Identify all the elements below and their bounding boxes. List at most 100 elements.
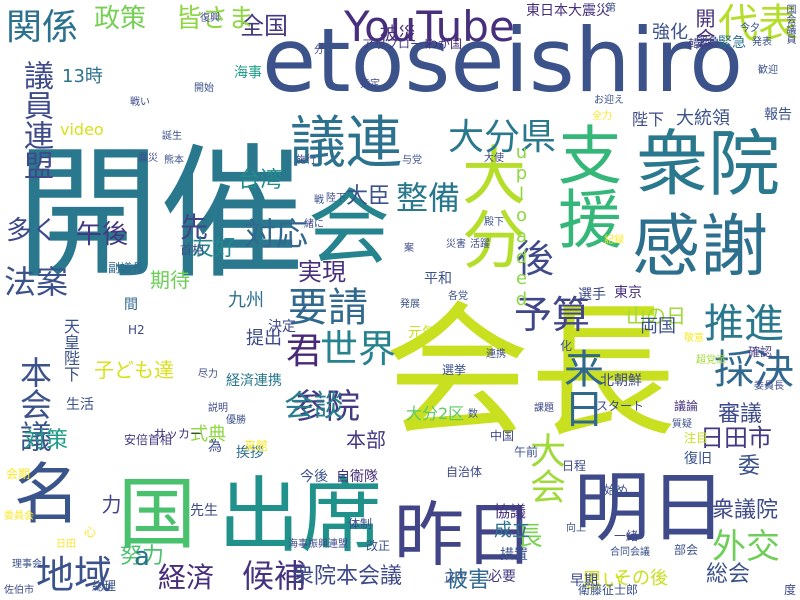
cloud-word: 思い (582, 568, 622, 592)
cloud-word: 午後 (76, 220, 129, 250)
cloud-word: 一緒に (294, 219, 324, 230)
cloud-word: 世界 (320, 327, 397, 371)
cloud-word: 化 (560, 339, 573, 353)
cloud-word: 期待 (150, 268, 190, 292)
cloud-word: 地域 (36, 553, 113, 597)
cloud-word: 実現 (298, 258, 346, 286)
cloud-word: 注目 (684, 431, 709, 445)
cloud-word: 支援 (547, 122, 621, 250)
cloud-word: 要請 (288, 285, 368, 331)
cloud-word: 熊本 (164, 155, 184, 166)
cloud-word: YouTube (344, 2, 515, 51)
cloud-word: 佐伯市 (4, 585, 34, 596)
cloud-word: 理事会 (12, 559, 42, 570)
cloud-word: 長 (512, 522, 542, 548)
cloud-word: 自衛隊 (336, 469, 378, 485)
cloud-word: 韓国 (688, 37, 713, 51)
cloud-word: 体制 (348, 517, 373, 531)
cloud-word: 会長 (384, 288, 676, 458)
cloud-word: 台湾 (238, 168, 283, 193)
cloud-word: 対応 (244, 215, 309, 253)
cloud-word: 来日 (557, 348, 603, 428)
cloud-word: 感謝 (632, 208, 769, 287)
cloud-word: 明日 (574, 463, 726, 552)
cloud-word: H2 (128, 323, 145, 337)
cloud-word: 緊急 (718, 35, 746, 51)
cloud-word: スタート (596, 399, 645, 413)
cloud-word: 向上 (566, 523, 586, 534)
cloud-word: 議員連盟 (18, 60, 53, 180)
cloud-word: 報告 (764, 107, 792, 123)
cloud-word: 数 (468, 409, 478, 420)
cloud-word: 協議 (494, 502, 527, 521)
cloud-word: その後 (614, 568, 668, 589)
cloud-word: 大使 (484, 153, 504, 164)
cloud-word: 副議長 (108, 261, 145, 275)
cloud-word: 昨日 (394, 494, 534, 576)
cloud-word: 必要 (488, 569, 516, 585)
cloud-word: 天皇陛下 (61, 318, 80, 382)
cloud-word: 多く (6, 216, 59, 246)
cloud-word: 外交 (712, 527, 780, 567)
cloud-word: 施行 (296, 155, 316, 166)
cloud-word: 優勝 (226, 415, 246, 426)
cloud-word: 部会 (674, 543, 699, 557)
cloud-word: 先 (180, 211, 209, 244)
cloud-word: 今後 (300, 469, 328, 485)
cloud-word: 説明 (208, 403, 228, 414)
cloud-word: 名 (14, 456, 80, 533)
cloud-word: 尽力 (198, 369, 218, 380)
cloud-word: 大分県 (448, 117, 557, 158)
cloud-word: サッカー (154, 427, 203, 441)
cloud-word: 東京 (614, 285, 642, 301)
cloud-word: 日田 (56, 539, 76, 550)
cloud-word: 午前 (514, 445, 539, 459)
cloud-word: 度 (784, 583, 797, 597)
cloud-word: 力 (98, 494, 122, 514)
cloud-word: 衆議院 (712, 498, 779, 523)
cloud-word: 心 (84, 525, 97, 539)
cloud-word: 先生 (190, 503, 218, 519)
cloud-word: 活躍 (470, 239, 490, 250)
cloud-word: 審議 (718, 402, 763, 427)
cloud-word: 指定 (360, 79, 380, 90)
cloud-word: 両国 (640, 316, 676, 337)
cloud-word: 総理 (92, 579, 117, 593)
cloud-word: 後 (516, 237, 555, 281)
cloud-word: 連携 (486, 349, 506, 360)
cloud-word: 衆院 (636, 122, 781, 206)
cloud-word: 与党 (402, 155, 422, 166)
cloud-word: 式典 (190, 424, 226, 445)
cloud-word: 全力 (592, 111, 612, 122)
cloud-word: 山の日 (626, 304, 686, 328)
cloud-word: 誕生 (162, 131, 182, 142)
cloud-word: uploaded (511, 142, 532, 310)
cloud-word: 確認 (748, 345, 773, 359)
cloud-word: 緊急 (696, 35, 721, 49)
cloud-word: 災害 (446, 239, 466, 250)
cloud-word: 本部 (346, 428, 386, 452)
cloud-word: 国 (118, 470, 197, 560)
cloud-word: 整備 (396, 179, 461, 217)
cloud-word: 歓迎 (758, 65, 778, 76)
cloud-word: 記録 (604, 235, 624, 246)
cloud-word: 衛藤征士郎 (578, 583, 639, 597)
cloud-word: 13時 (62, 66, 103, 87)
cloud-word: 敬意 (684, 333, 704, 344)
cloud-word: 今夕 (740, 23, 760, 34)
cloud-word: 経済連携 (226, 373, 282, 389)
cloud-word: 挨拶 (236, 445, 264, 461)
cloud-word: 代表 (718, 1, 798, 47)
cloud-word: 委員長 (754, 381, 784, 392)
cloud-word: 大統領 (676, 108, 730, 129)
cloud-word: 本会議 (15, 356, 53, 452)
cloud-word: 開催 (16, 130, 305, 298)
cloud-word: 東日本大震災 (526, 3, 610, 19)
cloud-word: 友好 (192, 236, 237, 261)
cloud-word: 採決 (714, 347, 794, 393)
cloud-word: 総会 (706, 562, 751, 587)
cloud-word: 会 (308, 181, 391, 276)
cloud-word: 陸下 (326, 193, 346, 204)
cloud-word: 委 (738, 454, 761, 479)
cloud-word: 第 (606, 3, 616, 14)
